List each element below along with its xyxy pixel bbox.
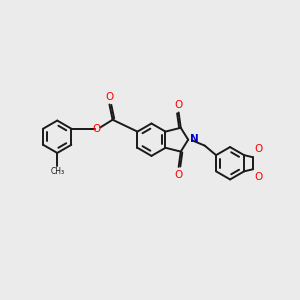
Text: N: N <box>190 134 199 144</box>
Text: O: O <box>175 100 183 110</box>
Text: O: O <box>254 172 263 182</box>
Text: O: O <box>93 124 101 134</box>
Text: O: O <box>105 92 114 101</box>
Text: CH₃: CH₃ <box>50 167 64 176</box>
Text: O: O <box>175 170 183 180</box>
Text: O: O <box>254 144 263 154</box>
